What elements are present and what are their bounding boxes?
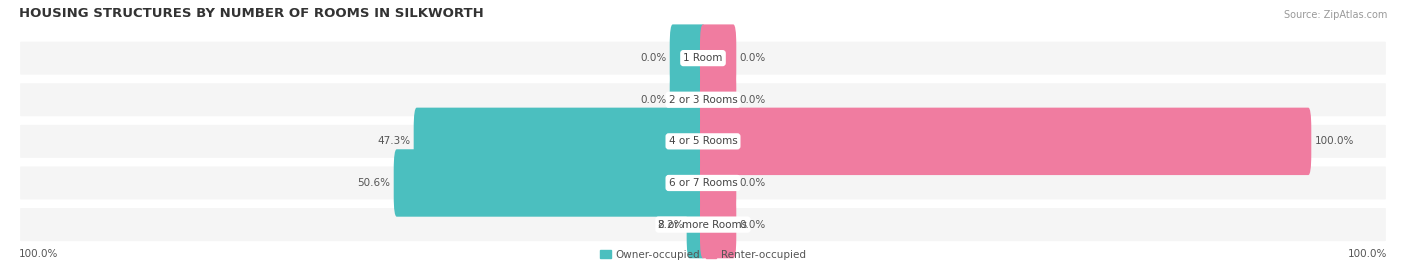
FancyBboxPatch shape bbox=[669, 66, 706, 133]
FancyBboxPatch shape bbox=[18, 82, 1388, 118]
Text: 2 or 3 Rooms: 2 or 3 Rooms bbox=[669, 95, 737, 105]
FancyBboxPatch shape bbox=[700, 191, 737, 258]
Text: 6 or 7 Rooms: 6 or 7 Rooms bbox=[669, 178, 737, 188]
Legend: Owner-occupied, Renter-occupied: Owner-occupied, Renter-occupied bbox=[599, 247, 807, 262]
FancyBboxPatch shape bbox=[700, 149, 737, 217]
Text: 0.0%: 0.0% bbox=[641, 53, 666, 63]
FancyBboxPatch shape bbox=[700, 66, 737, 133]
Text: 1 Room: 1 Room bbox=[683, 53, 723, 63]
Text: 47.3%: 47.3% bbox=[378, 136, 411, 146]
Text: 8 or more Rooms: 8 or more Rooms bbox=[658, 220, 748, 230]
Text: 100.0%: 100.0% bbox=[1315, 136, 1354, 146]
Text: 0.0%: 0.0% bbox=[740, 95, 765, 105]
Text: 100.0%: 100.0% bbox=[1347, 249, 1386, 259]
Text: HOUSING STRUCTURES BY NUMBER OF ROOMS IN SILKWORTH: HOUSING STRUCTURES BY NUMBER OF ROOMS IN… bbox=[20, 7, 484, 20]
Text: 0.0%: 0.0% bbox=[740, 53, 765, 63]
Text: 100.0%: 100.0% bbox=[20, 249, 59, 259]
Text: 0.0%: 0.0% bbox=[740, 178, 765, 188]
FancyBboxPatch shape bbox=[413, 108, 706, 175]
FancyBboxPatch shape bbox=[700, 108, 1312, 175]
Text: 50.6%: 50.6% bbox=[357, 178, 391, 188]
FancyBboxPatch shape bbox=[18, 207, 1388, 242]
FancyBboxPatch shape bbox=[686, 191, 706, 258]
FancyBboxPatch shape bbox=[18, 165, 1388, 201]
Text: 2.2%: 2.2% bbox=[657, 220, 683, 230]
Text: 4 or 5 Rooms: 4 or 5 Rooms bbox=[669, 136, 737, 146]
FancyBboxPatch shape bbox=[700, 24, 737, 92]
FancyBboxPatch shape bbox=[394, 149, 706, 217]
Text: Source: ZipAtlas.com: Source: ZipAtlas.com bbox=[1284, 10, 1386, 20]
FancyBboxPatch shape bbox=[669, 24, 706, 92]
Text: 0.0%: 0.0% bbox=[641, 95, 666, 105]
Text: 0.0%: 0.0% bbox=[740, 220, 765, 230]
FancyBboxPatch shape bbox=[18, 123, 1388, 159]
FancyBboxPatch shape bbox=[18, 40, 1388, 76]
